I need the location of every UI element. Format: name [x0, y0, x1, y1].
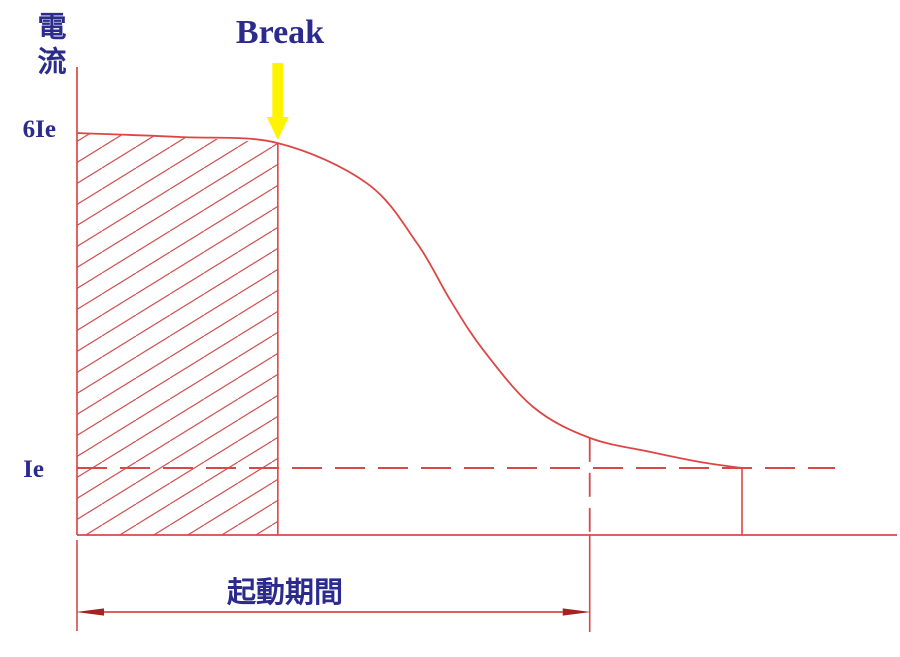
break-arrow-down-icon: [266, 117, 289, 141]
hatched-integral-region: [77, 133, 278, 535]
starting-period-annotation: 起動期間: [226, 577, 343, 609]
dimension-arrowhead-left-icon: [76, 608, 104, 616]
y-axis-title: 電流: [33, 11, 65, 81]
dimension-arrowhead-right-icon: [562, 608, 591, 616]
break-arrow-shaft: [272, 63, 284, 119]
starting-current-curve: [76, 132, 743, 469]
break-annotation: Break: [235, 14, 325, 51]
y-tick-label-6ie: 6Ie: [22, 116, 56, 143]
y-tick-label-ie: Ie: [23, 456, 44, 483]
